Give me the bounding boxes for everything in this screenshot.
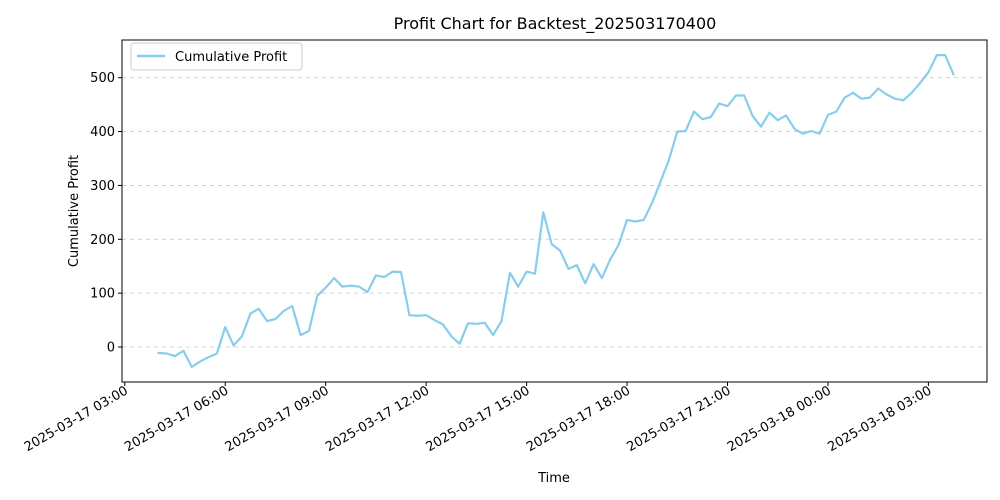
legend-label: Cumulative Profit: [175, 50, 287, 65]
series-line-cumulative-profit: [157, 53, 955, 368]
y-axis-ticks: 0 100 200 300 400 500: [90, 71, 122, 355]
y-tick-label: 300: [90, 179, 115, 194]
plot-frame: [121, 39, 988, 383]
y-tick-label: 500: [90, 71, 115, 86]
chart-title: Profit Chart for Backtest_202503170400: [394, 14, 717, 34]
grid-lines: [122, 77, 987, 348]
y-tick-label: 0: [107, 340, 115, 355]
legend-box: [130, 42, 303, 71]
y-axis-title: Cumulative Profit: [67, 155, 82, 267]
legend: Cumulative Profit: [130, 42, 303, 71]
y-tick-label: 100: [90, 287, 115, 302]
y-tick-label: 400: [90, 125, 115, 140]
y-tick-label: 200: [90, 233, 115, 248]
series-layer: [157, 53, 955, 368]
x-axis-title: Time: [537, 471, 570, 486]
